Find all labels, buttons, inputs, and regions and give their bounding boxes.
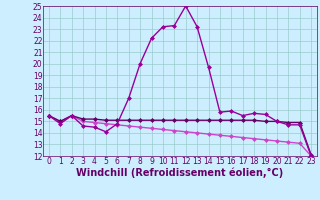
X-axis label: Windchill (Refroidissement éolien,°C): Windchill (Refroidissement éolien,°C) — [76, 167, 284, 178]
